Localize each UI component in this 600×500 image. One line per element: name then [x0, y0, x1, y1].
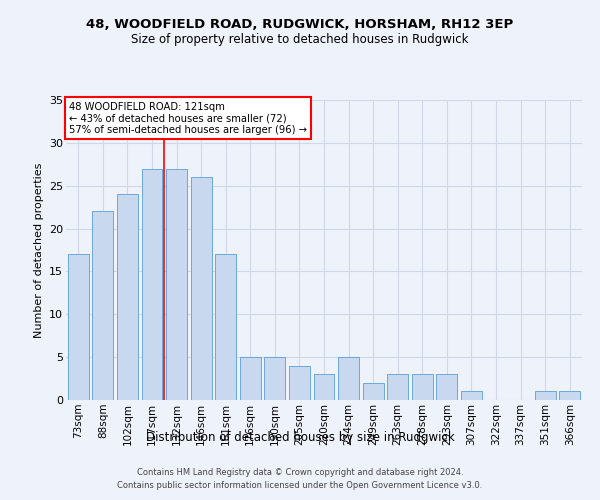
Y-axis label: Number of detached properties: Number of detached properties	[34, 162, 44, 338]
Bar	[117, 194, 138, 400]
Text: Distribution of detached houses by size in Rudgwick: Distribution of detached houses by size …	[146, 431, 454, 444]
Bar	[559, 392, 580, 400]
Bar	[68, 254, 89, 400]
Bar	[191, 177, 212, 400]
Bar	[461, 392, 482, 400]
Bar	[265, 357, 286, 400]
Text: 48 WOODFIELD ROAD: 121sqm
← 43% of detached houses are smaller (72)
57% of semi-: 48 WOODFIELD ROAD: 121sqm ← 43% of detac…	[68, 102, 307, 134]
Bar	[535, 392, 556, 400]
Bar	[338, 357, 359, 400]
Bar	[436, 374, 457, 400]
Bar	[92, 212, 113, 400]
Bar	[412, 374, 433, 400]
Bar	[215, 254, 236, 400]
Bar	[362, 383, 383, 400]
Text: 48, WOODFIELD ROAD, RUDGWICK, HORSHAM, RH12 3EP: 48, WOODFIELD ROAD, RUDGWICK, HORSHAM, R…	[86, 18, 514, 30]
Bar	[387, 374, 408, 400]
Bar	[289, 366, 310, 400]
Text: Size of property relative to detached houses in Rudgwick: Size of property relative to detached ho…	[131, 32, 469, 46]
Bar	[240, 357, 261, 400]
Bar	[314, 374, 334, 400]
Bar	[142, 168, 163, 400]
Text: Contains public sector information licensed under the Open Government Licence v3: Contains public sector information licen…	[118, 480, 482, 490]
Text: Contains HM Land Registry data © Crown copyright and database right 2024.: Contains HM Land Registry data © Crown c…	[137, 468, 463, 477]
Bar	[166, 168, 187, 400]
